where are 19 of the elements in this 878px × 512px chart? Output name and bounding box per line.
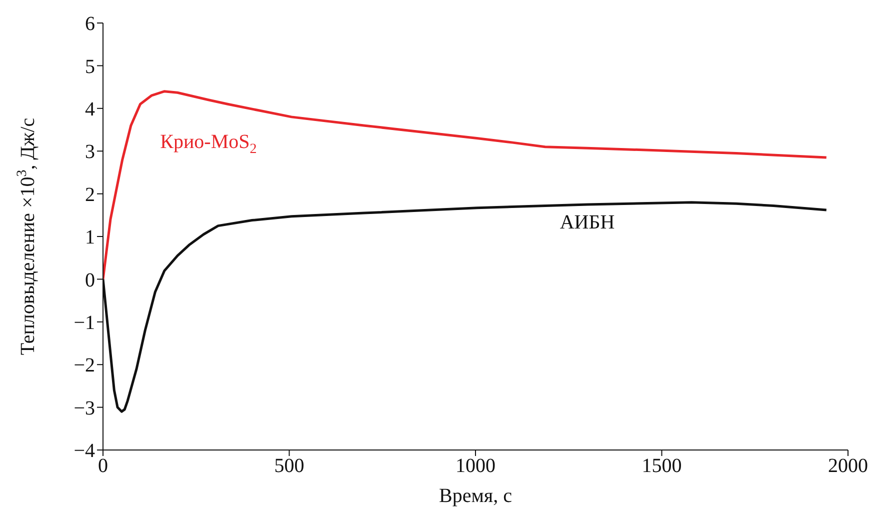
y-tick-label: 2 xyxy=(85,184,95,206)
series-label: Крио-MoS$_{2}$ xyxy=(160,130,257,157)
y-tick-label: 5 xyxy=(85,56,95,78)
y-tick-label: −2 xyxy=(74,354,95,377)
y-tick-label: −1 xyxy=(74,312,95,334)
line-series xyxy=(103,90,828,280)
x-tick-label: 500 xyxy=(274,455,304,478)
x-tick-label: 1000 xyxy=(456,455,496,478)
series-label: АИБН xyxy=(560,211,615,234)
x-tick-label: 2000 xyxy=(828,455,868,478)
x-tick-label: 1500 xyxy=(642,455,682,478)
y-tick-label: 4 xyxy=(85,98,95,120)
y-tick-label: −3 xyxy=(74,397,95,420)
y-tick-label: −4 xyxy=(74,440,95,462)
y-tick-label: 1 xyxy=(85,226,95,249)
y-tick-label: 6 xyxy=(85,13,95,36)
x-axis-title: Время, с xyxy=(439,485,512,507)
y-tick-label: 3 xyxy=(85,141,95,164)
y-tick-label: 0 xyxy=(85,269,95,292)
